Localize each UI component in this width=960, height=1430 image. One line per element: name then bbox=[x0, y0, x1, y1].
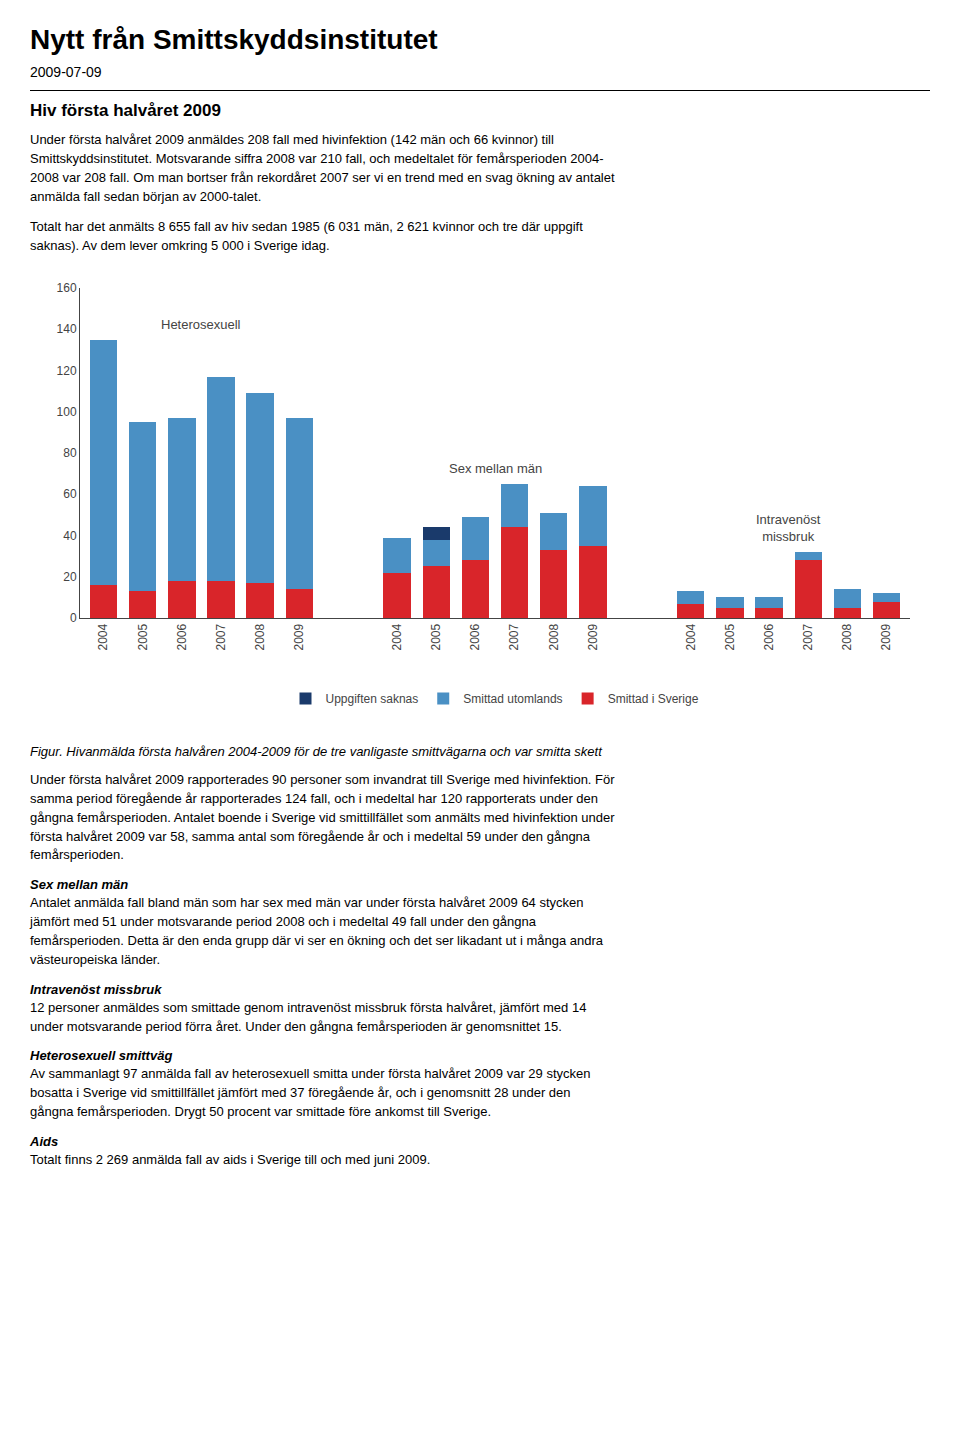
html-text:Antalet anmälda fall bland män: Antalet anmälda fall bland män som har s… bbox=[30, 895, 604, 967]
svg-text:0: 0 bbox=[70, 611, 77, 625]
svg-text:2008: 2008 bbox=[840, 624, 854, 651]
svg-text:2008: 2008 bbox=[547, 624, 561, 651]
svg-text:Uppgiften saknas: Uppgiften saknas bbox=[326, 692, 419, 706]
svg-text:40: 40 bbox=[63, 529, 77, 543]
html-text:Aids: Aids bbox=[30, 1133, 59, 1149]
svg-text:2004: 2004 bbox=[96, 624, 110, 651]
html-text:Sex mellan män: Sex mellan män bbox=[30, 877, 129, 893]
html-text:2009-07-09: 2009-07-09 bbox=[30, 64, 102, 80]
svg-text:2005: 2005 bbox=[136, 624, 150, 651]
svg-text:Smittad utomlands: Smittad utomlands bbox=[463, 692, 562, 706]
svg-text:2007: 2007 bbox=[507, 624, 521, 651]
svg-text:Smittad i Sverige: Smittad i Sverige bbox=[608, 692, 699, 706]
html-text:Under första halvåret 2009 anm: Under första halvåret 2009 anmäldes 208 … bbox=[30, 132, 615, 204]
svg-text:2007: 2007 bbox=[801, 624, 815, 651]
svg-text:80: 80 bbox=[63, 446, 77, 460]
html-text:Intravenöst missbruk: Intravenöst missbruk bbox=[30, 981, 162, 997]
svg-text:2009: 2009 bbox=[586, 624, 600, 651]
svg-text:2005: 2005 bbox=[723, 624, 737, 651]
svg-text:20: 20 bbox=[63, 570, 77, 584]
html-text:12 personer anmäldes som smitt: 12 personer anmäldes som smittade genom … bbox=[30, 999, 587, 1034]
svg-text:140: 140 bbox=[57, 323, 77, 337]
svg-text:2004: 2004 bbox=[390, 624, 404, 651]
html-text:Hiv första halvåret 2009: Hiv första halvåret 2009 bbox=[30, 101, 221, 120]
html-text:Heterosexuell smittväg: Heterosexuell smittväg bbox=[30, 1048, 173, 1064]
html-text:Av sammanlagt 97 anmälda fall: Av sammanlagt 97 anmälda fall av heteros… bbox=[30, 1066, 591, 1119]
svg-text:60: 60 bbox=[63, 488, 77, 502]
svg-text:2008: 2008 bbox=[253, 624, 267, 651]
svg-text:160: 160 bbox=[57, 281, 77, 295]
svg-text:2006: 2006 bbox=[468, 624, 482, 651]
svg-text:2006: 2006 bbox=[762, 624, 776, 651]
svg-text:2007: 2007 bbox=[214, 624, 228, 651]
svg-text:100: 100 bbox=[57, 405, 77, 419]
html-text:Under första halvåret 2009 rap: Under första halvåret 2009 rapporterades… bbox=[30, 772, 615, 863]
svg-text:2006: 2006 bbox=[175, 624, 189, 651]
svg-text:2009: 2009 bbox=[292, 624, 306, 651]
svg-text:120: 120 bbox=[57, 364, 77, 378]
svg-text:2009: 2009 bbox=[879, 624, 893, 651]
html-text:Figur. Hivanmälda första halvå: Figur. Hivanmälda första halvåren 2004-2… bbox=[30, 744, 602, 760]
svg-text:Heterosexuell: Heterosexuell bbox=[161, 317, 241, 332]
html-text:Totalt finns 2 269 anmälda fal: Totalt finns 2 269 anmälda fall av aids … bbox=[30, 1151, 431, 1167]
svg-text:2004: 2004 bbox=[684, 624, 698, 651]
html-text:Totalt har det anmälts 8 655 f: Totalt har det anmälts 8 655 fall av hiv… bbox=[30, 219, 583, 254]
svg-text:Sex mellan män: Sex mellan män bbox=[449, 461, 542, 476]
svg-text:Intravenöstmissbruk: Intravenöstmissbruk bbox=[756, 512, 821, 544]
svg-text:2005: 2005 bbox=[429, 624, 443, 651]
html-text:Nytt från Smittskyddsinstitute: Nytt från Smittskyddsinstitutet bbox=[30, 24, 438, 55]
